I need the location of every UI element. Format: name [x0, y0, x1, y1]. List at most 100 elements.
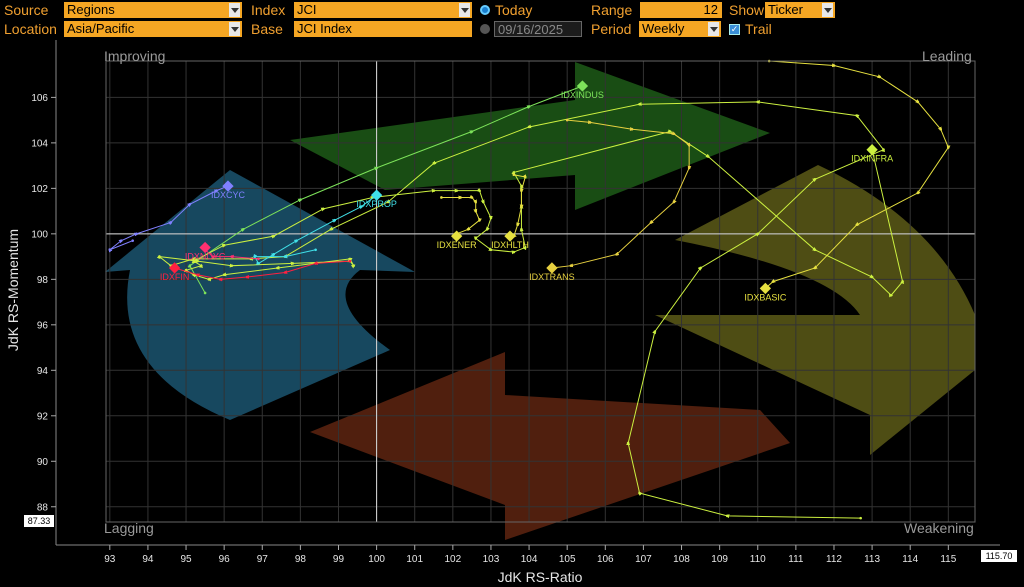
x-tick-label: 107	[635, 554, 652, 565]
trail-point	[668, 130, 672, 133]
trail-point	[756, 232, 760, 236]
trail-point	[832, 64, 836, 67]
x-max-label: 115.70	[986, 551, 1013, 561]
rrg-chart: IDXINDUS IDXINFRA IDXBASIC IDXTRANS IDXENER I…	[5, 40, 1017, 585]
trail-point	[565, 118, 569, 122]
range-label: Range	[591, 2, 633, 18]
trail-point	[630, 127, 634, 131]
trail-label: Trail	[745, 21, 772, 37]
trail-point	[276, 266, 279, 270]
trail-point	[241, 227, 245, 231]
trail-point	[158, 255, 161, 258]
date-radio[interactable]	[480, 24, 490, 34]
trail-point	[321, 207, 325, 211]
trail-point	[638, 491, 641, 495]
trail-point	[638, 102, 641, 106]
show-dropdown[interactable]: Ticker	[765, 2, 835, 18]
range-field[interactable]: 12	[640, 2, 722, 18]
trail-point	[230, 264, 234, 267]
trail-point	[527, 105, 531, 108]
chevron-down-icon[interactable]	[708, 22, 719, 36]
series-idxprop: IDXPROP	[253, 189, 397, 265]
y-tick-label: 98	[37, 275, 49, 286]
trail-checkbox[interactable]: ✓	[729, 24, 740, 35]
trail-point	[375, 166, 378, 170]
trail-point	[889, 293, 893, 297]
trail-point	[199, 264, 203, 267]
today-radio[interactable]	[480, 5, 490, 15]
trail-point	[653, 330, 657, 333]
trail-point	[672, 132, 676, 136]
series-idxhlth: IDXHLTH	[491, 173, 529, 250]
axes: 93 94 95 96 97 98 99 100 101 102 103 104 105 106 107 10…	[5, 40, 1017, 585]
source-dropdown[interactable]: Regions	[64, 2, 242, 18]
trail-point	[813, 248, 817, 252]
trail-point	[131, 239, 134, 242]
period-dropdown[interactable]: Weekly	[639, 21, 721, 37]
trail-point	[870, 275, 874, 279]
x-tick-label: 102	[444, 554, 461, 565]
x-tick-label: 106	[597, 554, 614, 565]
trail-point	[192, 257, 195, 261]
chevron-down-icon[interactable]	[822, 3, 833, 17]
trail-point	[485, 227, 489, 231]
trail-point	[939, 127, 942, 131]
chevron-down-icon[interactable]	[229, 3, 240, 17]
base-label: Base	[251, 21, 283, 37]
x-tick-label: 109	[711, 554, 728, 565]
y-tick-label: 94	[37, 366, 49, 377]
show-label: Show	[729, 2, 765, 18]
trail-point	[314, 262, 317, 265]
trail-point	[527, 125, 531, 129]
trail-point	[523, 175, 527, 179]
trail-point	[215, 189, 218, 192]
x-tick-label: 100	[368, 554, 385, 565]
trail-point	[333, 218, 336, 222]
trail-point	[916, 191, 920, 195]
series-label: IDXENER	[437, 240, 478, 250]
x-max-box	[981, 550, 1017, 562]
series-label: IDXINDUS	[561, 90, 604, 100]
series-label: IDXTRANS	[529, 272, 575, 282]
x-tick-label: 95	[180, 554, 192, 565]
trail-point	[813, 177, 817, 181]
trail-point	[489, 248, 493, 252]
trail-point	[169, 221, 173, 224]
trail-point	[188, 202, 192, 206]
trail-point	[588, 121, 592, 124]
trail-point	[489, 216, 493, 220]
series-label: IDXHLTH	[491, 240, 529, 250]
trail-point	[756, 100, 760, 104]
series-idxncyc: IDXNCYC	[185, 241, 260, 261]
y-tick-label: 102	[31, 184, 48, 195]
trail-point	[626, 441, 630, 445]
trail-point	[222, 273, 226, 277]
base-field[interactable]: JCI Index	[294, 21, 472, 37]
trail-point	[432, 189, 436, 192]
quadrant-arrows	[105, 62, 975, 540]
trail-point	[771, 280, 775, 283]
trail-point	[615, 253, 619, 256]
x-tick-label: 110	[750, 554, 766, 565]
trail-point	[352, 264, 356, 267]
show-value: Ticker	[768, 2, 803, 17]
trail-point	[295, 239, 298, 242]
trail-point	[272, 253, 276, 256]
trail-point	[299, 198, 302, 202]
location-dropdown[interactable]: Asia/Pacific	[64, 21, 242, 37]
x-tick-label: 99	[333, 554, 345, 565]
y-tick-label: 100	[31, 229, 48, 240]
trail-point	[432, 162, 436, 165]
trail-point	[329, 227, 333, 231]
y-tick-label: 88	[37, 502, 49, 513]
index-dropdown[interactable]: JCI	[294, 2, 472, 18]
quadrant-improving-label: Improving	[104, 48, 166, 64]
date-field[interactable]: 09/16/2025	[494, 21, 582, 37]
chevron-down-icon[interactable]	[229, 22, 240, 36]
series-idxbasic: IDXBASIC	[744, 59, 951, 302]
trail-point	[386, 200, 390, 204]
range-value: 12	[703, 2, 718, 17]
trail-point	[192, 259, 195, 263]
chevron-down-icon[interactable]	[459, 3, 470, 17]
series-idxtrans: IDXTRANS	[529, 118, 692, 282]
